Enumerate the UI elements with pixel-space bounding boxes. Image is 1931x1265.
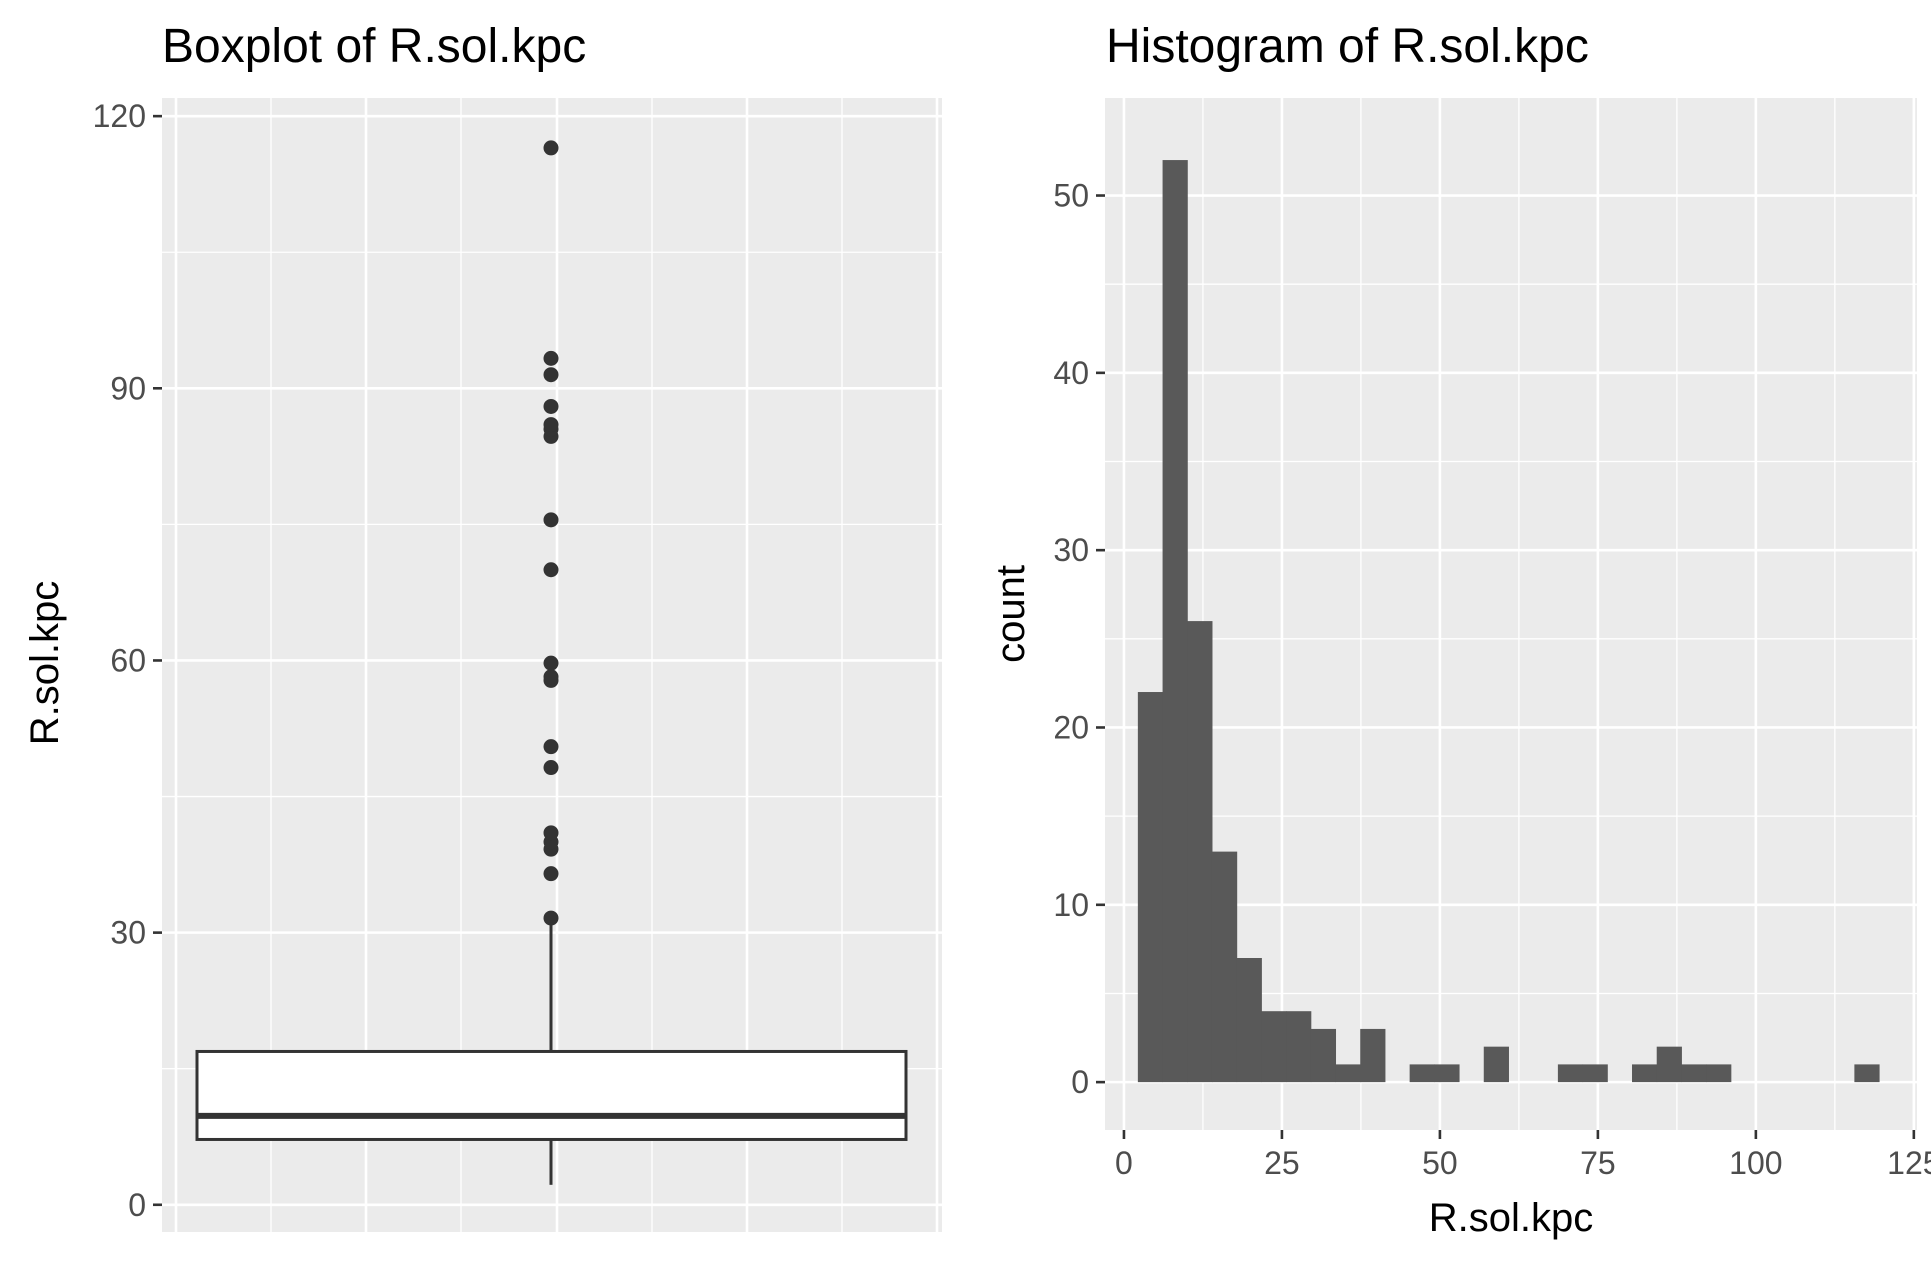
boxplot-marks	[195, 140, 908, 1185]
boxplot-outlier-point	[543, 367, 559, 383]
histogram-y-tick-label: 50	[1053, 178, 1089, 214]
boxplot-outlier-point	[543, 512, 559, 528]
histogram-bar	[1211, 851, 1238, 1083]
boxplot-outlier-point	[543, 669, 559, 685]
histogram-panel: Histogram of R.sol.kpc 0 10 20 30 40 50 0 25 50…	[989, 20, 1931, 1240]
histogram-bar	[1656, 1046, 1682, 1083]
histogram-x-tick-label: 75	[1580, 1145, 1616, 1181]
histogram-title: Histogram of R.sol.kpc	[1106, 20, 1589, 73]
histogram-x-tick-label: 25	[1264, 1145, 1300, 1181]
boxplot-outlier-point	[543, 417, 559, 433]
histogram-bar	[1483, 1046, 1509, 1083]
boxplot-y-axis-label: R.sol.kpc	[23, 581, 67, 746]
histogram-y-tick-label: 0	[1071, 1064, 1089, 1100]
histogram-bar	[1681, 1064, 1707, 1083]
histogram-bar	[1137, 692, 1164, 1083]
histogram-y-tick-label: 30	[1053, 532, 1089, 568]
boxplot-outlier-point	[543, 398, 559, 414]
histogram-bar	[1236, 958, 1262, 1083]
boxplot-outlier-point	[543, 825, 559, 841]
histogram-x-tick-label: 125	[1887, 1145, 1931, 1181]
boxplot-box	[195, 1049, 908, 1141]
histogram-x-tick-label: 0	[1115, 1145, 1133, 1181]
histogram-y-tick-label: 10	[1053, 887, 1089, 923]
histogram-bar	[1335, 1064, 1361, 1083]
histogram-bar	[1854, 1064, 1880, 1083]
histogram-bar	[1261, 1011, 1287, 1083]
boxplot-outlier-point	[543, 739, 559, 755]
histogram-x-tick-label: 50	[1422, 1145, 1458, 1181]
boxplot-title: Boxplot of R.sol.kpc	[162, 20, 586, 73]
histogram-x-axis-label: R.sol.kpc	[1429, 1196, 1594, 1240]
histogram-bar	[1286, 1011, 1312, 1083]
histogram-y-axis: 0 10 20 30 40 50	[1053, 178, 1105, 1100]
boxplot-outlier-point	[543, 760, 559, 776]
histogram-bar	[1706, 1064, 1732, 1083]
histogram-x-tick-label: 100	[1729, 1145, 1782, 1181]
histogram-bar	[1310, 1028, 1337, 1083]
boxplot-outlier-point	[543, 350, 559, 366]
histogram-bar	[1582, 1064, 1608, 1083]
boxplot-y-tick-label: 120	[93, 98, 146, 134]
histogram-y-axis-label: count	[989, 565, 1033, 663]
boxplot-outlier-point	[543, 866, 559, 882]
histogram-bar	[1434, 1064, 1460, 1083]
histogram-y-tick-label: 20	[1053, 709, 1089, 745]
boxplot-panel: Boxplot of R.sol.kpc 0 30 60 90 120 R.sol.kp…	[23, 20, 942, 1232]
boxplot-outlier-point	[543, 140, 559, 156]
boxplot-outlier-point	[543, 910, 559, 926]
boxplot-y-axis: 0 30 60 90 120	[93, 98, 162, 1223]
boxplot-outlier-point	[543, 562, 559, 578]
histogram-bars	[1137, 160, 1880, 1083]
histogram-y-tick-label: 40	[1053, 355, 1089, 391]
histogram-bar	[1187, 621, 1213, 1083]
boxplot-outlier-point	[543, 655, 559, 671]
histogram-bar	[1632, 1064, 1658, 1083]
histogram-bar	[1409, 1064, 1435, 1083]
histogram-bar	[1360, 1028, 1386, 1083]
boxplot-y-tick-label: 0	[128, 1187, 146, 1223]
histogram-bar	[1162, 160, 1188, 1083]
histogram-bar	[1557, 1064, 1584, 1083]
boxplot-y-tick-label: 60	[110, 642, 146, 678]
boxplot-y-tick-label: 30	[110, 915, 146, 951]
histogram-x-axis: 0 25 50 75 100 125	[1115, 1130, 1931, 1181]
boxplot-y-tick-label: 90	[110, 370, 146, 406]
